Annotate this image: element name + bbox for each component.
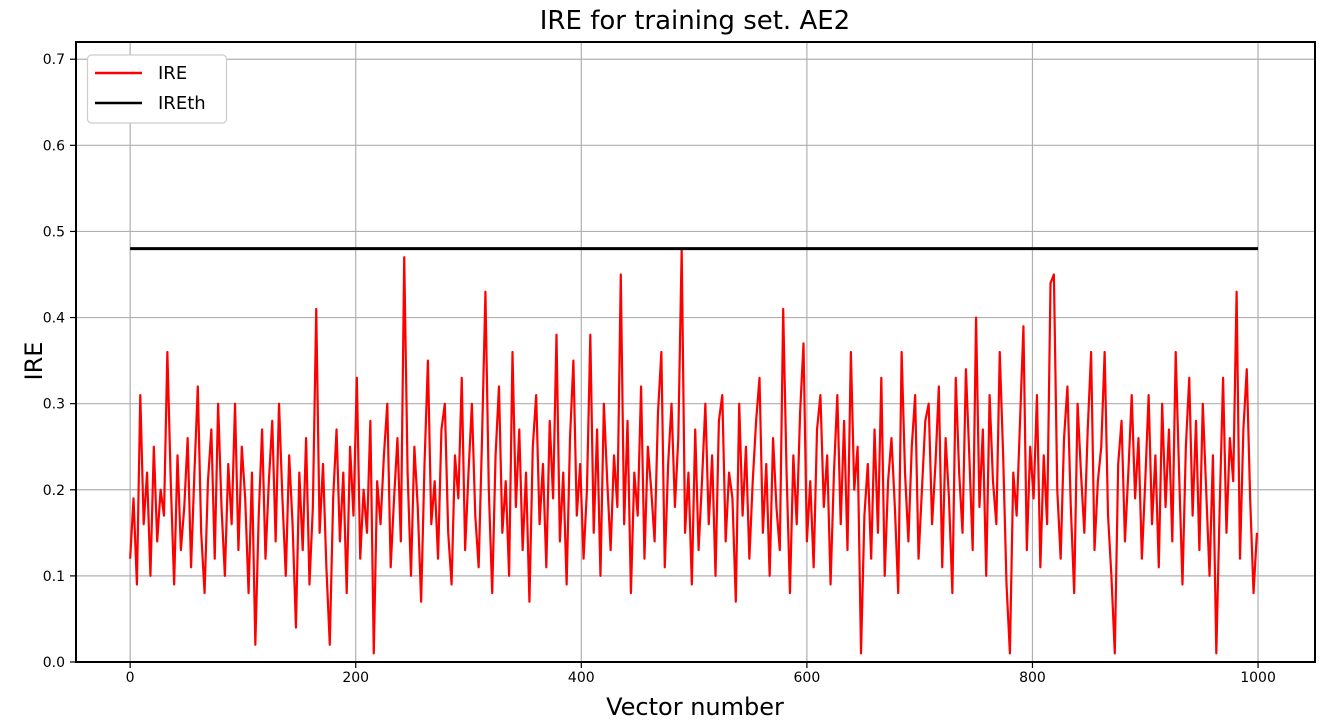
legend-ireth-label: IREth bbox=[158, 93, 206, 114]
x-tick-label: 600 bbox=[794, 670, 821, 686]
x-axis-label: Vector number bbox=[606, 693, 784, 721]
axes: 0 200 400 600 800 1000 0.0 0.1 0.2 0.3 0.4 0.5 0.6 0.… bbox=[43, 41, 1316, 686]
legend-ire-label: IRE bbox=[158, 63, 187, 84]
y-tick-label: 0.7 bbox=[43, 52, 65, 68]
y-tick-label: 0.3 bbox=[43, 397, 65, 413]
plot-border bbox=[75, 41, 1316, 663]
x-tick-label: 0 bbox=[126, 670, 135, 686]
ire-line bbox=[129, 247, 1259, 655]
y-tick-label: 0.6 bbox=[43, 138, 65, 154]
x-tick-label: 800 bbox=[1019, 670, 1046, 686]
y-tick-label: 0.4 bbox=[43, 311, 65, 327]
y-axis-label: IRE bbox=[20, 342, 48, 381]
series bbox=[129, 247, 1259, 655]
chart-title: IRE for training set. AE2 bbox=[540, 6, 850, 36]
plot-background bbox=[76, 42, 1315, 662]
y-tick-label: 0.0 bbox=[43, 655, 65, 671]
legend: IRE IREth bbox=[86, 54, 228, 124]
x-tick-label: 1000 bbox=[1240, 670, 1276, 686]
x-tick-label: 200 bbox=[342, 670, 369, 686]
y-tick-label: 0.2 bbox=[43, 483, 65, 499]
x-tick-label: 400 bbox=[568, 670, 595, 686]
grid bbox=[76, 42, 1315, 663]
y-tick-label: 0.5 bbox=[43, 224, 65, 240]
y-tick-label: 0.1 bbox=[43, 569, 65, 585]
